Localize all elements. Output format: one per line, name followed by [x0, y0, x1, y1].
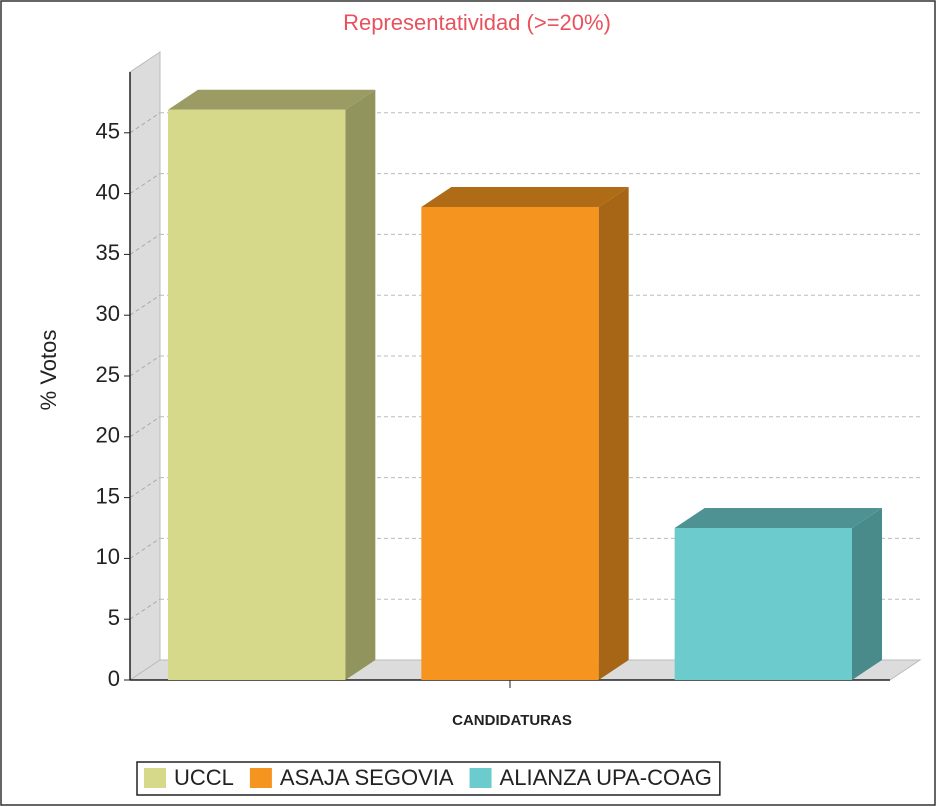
grid-line — [129, 477, 161, 499]
y-tick-label: 25 — [96, 362, 120, 387]
legend-swatch — [249, 768, 272, 788]
legend-label: ALIANZA UPA-COAG — [500, 765, 712, 790]
bar-side — [345, 89, 376, 681]
y-tick-label: 35 — [96, 240, 120, 265]
grid-line — [129, 416, 161, 438]
y-tick-label: 10 — [96, 544, 120, 569]
grid-line — [129, 355, 161, 377]
bar-top — [421, 186, 629, 207]
grid-line — [129, 233, 161, 255]
bar-side — [598, 186, 629, 680]
bar — [168, 109, 346, 681]
grid-line — [129, 173, 161, 195]
bar — [421, 206, 599, 680]
chart-title: Representatividad (>=20%) — [343, 10, 611, 35]
legend-swatch — [144, 768, 166, 788]
grid-line — [129, 112, 161, 134]
y-tick-label: 20 — [96, 423, 120, 448]
x-axis-label: CANDIDATURAS — [452, 712, 572, 729]
bar-top — [674, 508, 882, 528]
grid-line — [129, 537, 161, 559]
legend-label: UCCL — [174, 765, 234, 790]
y-tick-label: 0 — [108, 666, 120, 691]
bar — [674, 528, 852, 680]
legend — [136, 761, 721, 796]
grid-line — [129, 598, 161, 620]
legend-label: ASAJA SEGOVIA — [280, 765, 454, 790]
bar-side — [852, 508, 882, 680]
grid-line — [129, 294, 161, 316]
back-wall — [129, 51, 161, 681]
y-tick-label: 5 — [108, 605, 120, 630]
y-tick-label: 45 — [96, 119, 120, 144]
legend-swatch — [469, 768, 492, 788]
y-axis-label: % Votos — [36, 330, 61, 411]
y-tick-label: 15 — [96, 483, 120, 508]
y-tick-label: 40 — [96, 179, 120, 204]
y-tick-label: 30 — [96, 301, 120, 326]
bar-top — [168, 89, 376, 110]
